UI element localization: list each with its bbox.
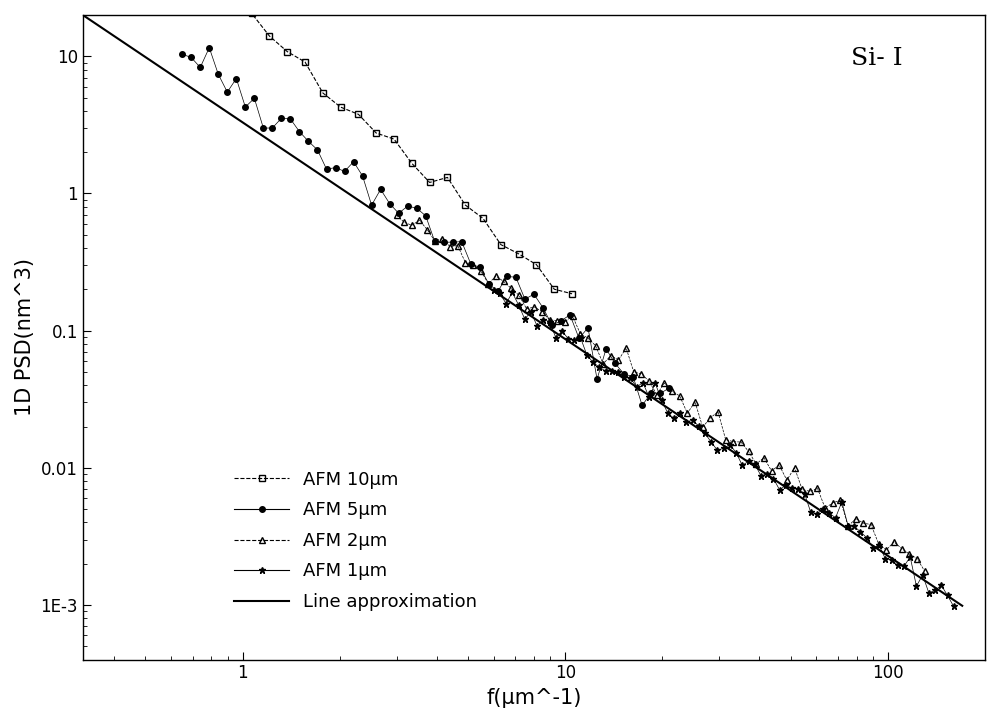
AFM 1μm bbox=[836, 497, 848, 506]
AFM 10μm bbox=[530, 260, 542, 269]
AFM 1μm bbox=[867, 543, 879, 552]
AFM 10μm bbox=[370, 129, 382, 137]
AFM 10μm bbox=[352, 110, 364, 119]
AFM 1μm bbox=[898, 562, 910, 570]
Line: AFM 2μm: AFM 2μm bbox=[394, 213, 927, 574]
Line approximation bbox=[956, 602, 968, 610]
AFM 5μm bbox=[176, 50, 188, 59]
AFM 5μm bbox=[203, 43, 215, 52]
AFM 10μm bbox=[477, 214, 489, 223]
AFM 5μm bbox=[663, 384, 675, 393]
Line approximation bbox=[80, 13, 92, 22]
AFM 1μm bbox=[525, 308, 537, 317]
AFM 2μm bbox=[919, 567, 931, 576]
AFM 10μm bbox=[299, 58, 311, 67]
AFM 10μm bbox=[548, 285, 560, 294]
Line: Line approximation: Line approximation bbox=[83, 15, 962, 606]
AFM 10μm bbox=[495, 240, 507, 249]
AFM 5μm bbox=[239, 103, 251, 111]
Line: AFM 1μm: AFM 1μm bbox=[490, 286, 957, 610]
Line approximation bbox=[600, 362, 612, 371]
Line: AFM 10μm: AFM 10μm bbox=[89, 0, 575, 296]
AFM 2μm bbox=[391, 210, 403, 219]
AFM 1μm bbox=[848, 522, 860, 531]
AFM 2μm bbox=[513, 291, 525, 299]
AFM 10μm bbox=[566, 289, 578, 298]
Line approximation bbox=[597, 360, 609, 369]
AFM 5μm bbox=[636, 401, 648, 410]
Line approximation bbox=[615, 372, 627, 381]
AFM 5μm bbox=[654, 389, 666, 398]
Line approximation bbox=[874, 546, 886, 555]
AFM 10μm bbox=[513, 249, 525, 258]
AFM 2μm bbox=[681, 409, 693, 418]
AFM 1μm bbox=[488, 286, 500, 294]
AFM 2μm bbox=[842, 522, 854, 531]
AFM 10μm bbox=[281, 47, 293, 56]
AFM 10μm bbox=[441, 173, 453, 181]
Line approximation bbox=[818, 508, 830, 517]
AFM 10μm bbox=[317, 89, 329, 98]
Y-axis label: 1D PSD(nm^3): 1D PSD(nm^3) bbox=[15, 258, 35, 416]
AFM 5μm bbox=[302, 137, 314, 145]
AFM 1μm bbox=[854, 527, 866, 536]
AFM 5μm bbox=[275, 114, 287, 122]
AFM 10μm bbox=[335, 103, 347, 111]
Line approximation bbox=[77, 11, 89, 20]
AFM 10μm bbox=[406, 159, 418, 168]
AFM 5μm bbox=[366, 201, 378, 210]
AFM 2μm bbox=[834, 496, 846, 505]
AFM 10μm bbox=[388, 134, 400, 143]
AFM 1μm bbox=[948, 602, 960, 611]
AFM 2μm bbox=[528, 303, 540, 312]
AFM 10μm bbox=[228, 1, 240, 9]
Legend: AFM 10μm, AFM 5μm, AFM 2μm, AFM 1μm, Line approximation: AFM 10μm, AFM 5μm, AFM 2μm, AFM 1μm, Lin… bbox=[227, 463, 484, 618]
X-axis label: f(μm^-1): f(μm^-1) bbox=[486, 688, 582, 708]
AFM 10μm bbox=[459, 201, 471, 210]
AFM 10μm bbox=[246, 9, 258, 17]
Text: Si- I: Si- I bbox=[851, 47, 903, 70]
AFM 5μm bbox=[618, 369, 630, 378]
Line: AFM 5μm: AFM 5μm bbox=[179, 45, 672, 408]
AFM 2μm bbox=[551, 316, 563, 325]
AFM 10μm bbox=[424, 178, 436, 187]
AFM 10μm bbox=[263, 32, 275, 40]
